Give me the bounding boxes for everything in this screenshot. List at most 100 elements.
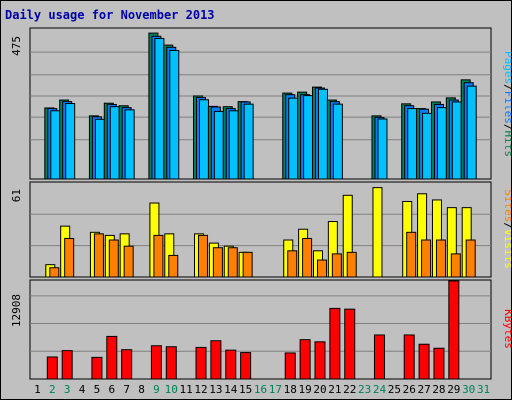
bar-pages-day-7 [124, 109, 135, 180]
day-label-10: 10 [165, 383, 178, 396]
bar-pages-day-6 [109, 106, 120, 180]
day-label-27: 27 [417, 383, 430, 396]
bar-kbytes-day-27 [418, 343, 430, 380]
day-label-18: 18 [284, 383, 297, 396]
bar-pages-day-14 [228, 110, 239, 180]
bar-pages-day-2 [50, 110, 61, 180]
day-label-16: 16 [254, 383, 267, 396]
day-label-26: 26 [403, 383, 416, 396]
bar-kbytes-day-15 [240, 352, 252, 380]
bar-sites-day-30 [465, 239, 476, 278]
bar-sites-day-15 [242, 251, 253, 278]
bar-pages-day-20 [317, 88, 328, 180]
legend-item-kbytes-0: KBytes [502, 309, 511, 349]
ytick-kbytes: 12908 [10, 294, 23, 327]
bar-kbytes-day-3 [61, 350, 73, 380]
bar-sites-day-20 [316, 259, 327, 278]
bar-sites-day-9 [153, 234, 164, 278]
day-label-24: 24 [373, 383, 387, 396]
bar-pages-day-29 [451, 101, 462, 180]
day-label-29: 29 [447, 383, 460, 396]
day-label-1: 1 [34, 383, 41, 396]
day-label-11: 11 [180, 383, 193, 396]
day-label-6: 6 [108, 383, 115, 396]
bar-kbytes-day-7 [121, 349, 133, 380]
bar-pages-day-10 [169, 49, 180, 180]
bar-kbytes-day-13 [210, 340, 222, 380]
day-label-28: 28 [432, 383, 445, 396]
bar-kbytes-day-9 [150, 345, 162, 380]
legend-item-hits-files-pages-2: Files [502, 91, 511, 124]
day-label-4: 4 [79, 383, 86, 396]
bar-sites-day-2 [49, 267, 60, 278]
legend-visits-sites: Sites/Visits [502, 189, 511, 269]
bar-sites-day-18 [287, 250, 298, 278]
bar-pages-day-19 [303, 95, 314, 180]
bar-kbytes-day-22 [344, 308, 356, 380]
bar-visits-day-24 [372, 187, 383, 278]
bar-kbytes-day-21 [329, 307, 341, 380]
bar-kbytes-day-26 [403, 334, 415, 380]
bar-kbytes-day-12 [195, 346, 207, 380]
day-label-25: 25 [388, 383, 401, 396]
bar-pages-day-28 [436, 107, 447, 180]
bar-pages-day-30 [466, 85, 477, 180]
chart-title: Daily usage for November 2013 [5, 8, 215, 22]
bar-kbytes-day-10 [165, 346, 177, 380]
legend-item-hits-files-pages-3: / [502, 124, 511, 131]
legend-item-visits-sites-0: Sites [502, 189, 511, 222]
legend-item-hits-files-pages-0: Pages [502, 51, 511, 84]
bar-kbytes-day-28 [433, 347, 445, 380]
day-label-21: 21 [328, 383, 341, 396]
legend-item-hits-files-pages-1: / [502, 84, 511, 91]
bar-sites-day-13 [212, 247, 223, 278]
day-label-19: 19 [298, 383, 311, 396]
day-label-8: 8 [138, 383, 145, 396]
bar-sites-day-26 [406, 231, 417, 278]
day-label-5: 5 [94, 383, 101, 396]
bar-kbytes-day-29 [448, 280, 460, 380]
bar-sites-day-7 [123, 245, 134, 278]
bar-pages-day-13 [213, 110, 224, 180]
day-label-14: 14 [224, 383, 238, 396]
legend-item-hits-files-pages-4: Hits [502, 131, 511, 158]
day-label-22: 22 [343, 383, 356, 396]
bar-kbytes-day-6 [106, 335, 118, 380]
legend-item-visits-sites-1: / [502, 222, 511, 229]
bar-sites-day-5 [93, 233, 104, 278]
bar-kbytes-day-14 [225, 349, 237, 380]
bar-sites-day-19 [302, 237, 313, 278]
bar-sites-day-6 [108, 239, 119, 278]
day-label-17: 17 [269, 383, 282, 396]
ytick-visits-sites: 61 [10, 189, 23, 202]
bar-kbytes-day-19 [299, 339, 311, 380]
bar-sites-day-21 [331, 253, 342, 278]
ytick-hits-files-pages: 475 [10, 36, 23, 56]
bar-sites-day-22 [346, 251, 357, 278]
legend-kbytes: KBytes [502, 309, 511, 349]
bar-kbytes-day-18 [284, 352, 296, 380]
bar-sites-day-14 [227, 247, 238, 278]
day-label-31: 31 [477, 383, 490, 396]
day-label-12: 12 [194, 383, 207, 396]
day-label-7: 7 [123, 383, 130, 396]
bar-kbytes-day-2 [46, 356, 58, 380]
bar-kbytes-day-20 [314, 341, 326, 380]
legend-item-visits-sites-2: Visits [502, 229, 511, 269]
bar-pages-day-3 [65, 103, 76, 180]
bar-pages-day-9 [154, 37, 165, 180]
day-label-2: 2 [49, 383, 56, 396]
bar-pages-day-5 [94, 118, 105, 180]
bar-sites-day-10 [168, 254, 179, 278]
bar-sites-day-27 [421, 239, 432, 278]
bar-pages-day-26 [407, 108, 418, 180]
bar-pages-day-12 [199, 99, 210, 180]
day-label-30: 30 [462, 383, 475, 396]
bar-kbytes-day-5 [91, 356, 103, 380]
bar-pages-day-21 [332, 103, 343, 180]
bar-pages-day-18 [288, 97, 299, 180]
bar-pages-day-27 [422, 112, 433, 180]
day-label-3: 3 [64, 383, 71, 396]
